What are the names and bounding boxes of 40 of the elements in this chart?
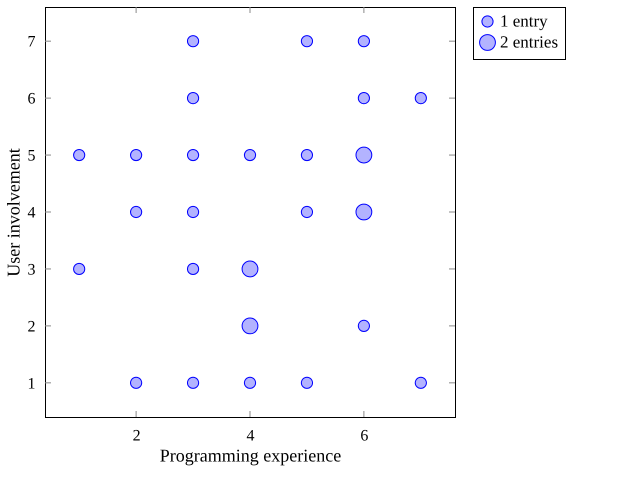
x-tick-label: 6	[360, 428, 368, 444]
y-axis-title: User involvement	[4, 148, 24, 277]
y-tick-label: 5	[28, 148, 36, 165]
point	[130, 206, 142, 218]
point	[73, 262, 86, 276]
point	[186, 35, 200, 48]
point	[186, 376, 200, 389]
x-tick-label: 2	[132, 428, 141, 444]
point	[355, 146, 372, 164]
point	[244, 148, 256, 162]
y-tick-label: 4	[28, 204, 36, 222]
point	[130, 376, 142, 389]
point	[358, 35, 370, 48]
legend-label: 1 entry	[500, 12, 548, 30]
x-tick-label: 4	[246, 428, 254, 444]
point	[186, 262, 200, 276]
point	[300, 35, 314, 48]
point	[355, 204, 372, 220]
point	[186, 92, 200, 104]
point	[73, 148, 86, 162]
point	[242, 318, 258, 334]
point	[242, 260, 258, 278]
y-tick-label: 3	[28, 261, 36, 278]
point	[414, 92, 427, 104]
y-tick-label: 2	[28, 318, 36, 336]
legend-label: 2 entries	[500, 32, 558, 52]
y-tick-label: 6	[28, 90, 36, 108]
point	[186, 148, 200, 162]
point	[186, 206, 200, 218]
point	[130, 148, 142, 162]
y-tick-label: 1	[28, 375, 36, 392]
point	[300, 148, 314, 162]
y-tick-label: 7	[28, 34, 36, 51]
point	[414, 376, 427, 389]
point	[300, 206, 314, 218]
point	[244, 376, 256, 389]
point	[358, 92, 370, 104]
point	[300, 376, 314, 389]
point	[358, 320, 370, 332]
x-axis-title: Programming experience	[160, 446, 342, 466]
